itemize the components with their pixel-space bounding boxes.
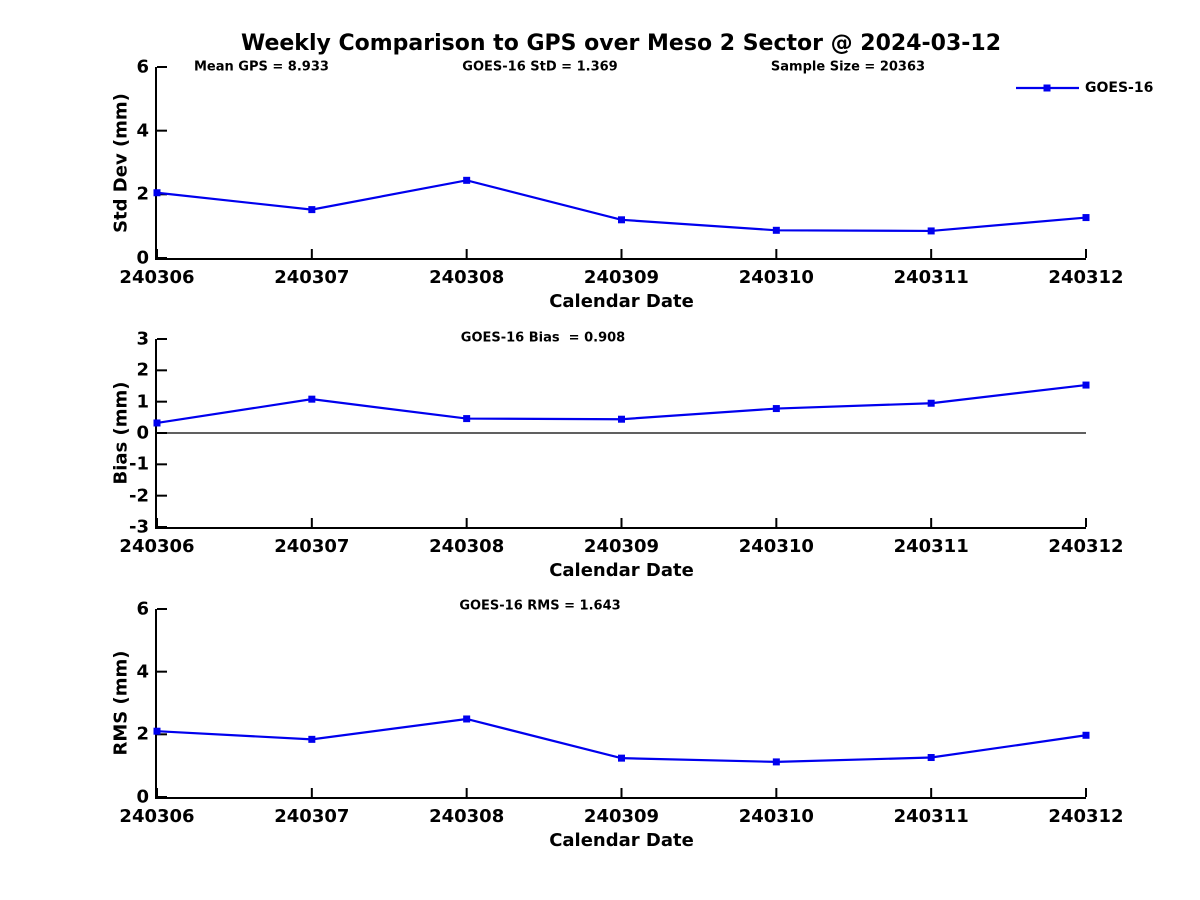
- x-tick-label: 240306: [119, 806, 195, 827]
- y-tick-label: 4: [136, 120, 149, 142]
- stddev-x-axis-label: Calendar Date: [549, 291, 694, 312]
- annotation-mean-gps: Mean GPS = 8.933: [194, 59, 329, 75]
- stddev-data-point-marker: [618, 216, 625, 224]
- x-tick-label: 240307: [274, 806, 350, 827]
- x-tick-label: 240312: [1048, 536, 1124, 557]
- x-tick-label: 240311: [893, 267, 969, 288]
- y-tick-label: -3: [129, 516, 149, 538]
- bias-data-point-marker: [463, 415, 471, 423]
- bias-data-point-marker: [927, 399, 935, 407]
- stddev-data-line: [156, 179, 1087, 233]
- stddev-data-point-marker: [463, 176, 471, 184]
- bias-data-point-marker: [308, 395, 316, 403]
- stddev-plot-canvas: [153, 66, 1090, 259]
- x-tick-label: 240310: [738, 806, 814, 827]
- stddev-data-point-marker: [1082, 214, 1090, 222]
- rms-data-point-marker: [1082, 731, 1090, 739]
- rms-data-point-marker: [927, 754, 935, 762]
- rms-plot-canvas: [153, 608, 1090, 798]
- x-tick-label: 240311: [893, 536, 969, 557]
- x-tick-label: 240307: [274, 536, 350, 557]
- y-tick-label: 1: [136, 391, 149, 413]
- stddev-data-point-marker: [772, 226, 780, 234]
- subplot-stddev: [153, 66, 1090, 260]
- legend-label: GOES-16: [1085, 80, 1154, 96]
- stddev-data-point-marker: [308, 206, 316, 214]
- x-tick-label: 240308: [429, 267, 505, 288]
- x-tick-label: 240312: [1048, 267, 1124, 288]
- x-tick-label: 240310: [738, 267, 814, 288]
- x-tick-label: 240306: [119, 267, 195, 288]
- x-tick-label: 240306: [119, 536, 195, 557]
- rms-data-point-marker: [308, 735, 316, 743]
- x-tick-label: 240307: [274, 267, 350, 288]
- x-tick-label: 240308: [429, 806, 505, 827]
- rms-x-axis-label: Calendar Date: [549, 830, 694, 851]
- y-tick-label: 6: [136, 56, 149, 78]
- rms-data-point-marker: [772, 758, 780, 766]
- rms-data-point-marker: [153, 727, 161, 735]
- chart-title: Weekly Comparison to GPS over Meso 2 Sec…: [240, 31, 1002, 56]
- annotation-goes16-std: GOES-16 StD = 1.369: [462, 59, 618, 75]
- y-tick-label: 0: [136, 786, 149, 808]
- y-tick-label: 2: [136, 183, 149, 205]
- bias-y-axis-label: Bias (mm): [110, 381, 132, 485]
- bias-data-point-marker: [1082, 381, 1090, 389]
- subplot-rms: [153, 608, 1090, 799]
- y-tick-label: 0: [136, 247, 149, 269]
- y-tick-label: -2: [129, 485, 149, 507]
- y-tick-label: 2: [136, 723, 149, 745]
- rms-data-point-marker: [463, 715, 471, 723]
- x-tick-label: 240309: [583, 536, 660, 557]
- rms-y-axis-label: RMS (mm): [110, 650, 132, 756]
- bias-x-axis-label: Calendar Date: [549, 560, 694, 581]
- bias-data-point-marker: [618, 415, 625, 423]
- legend-line-icon: [1016, 84, 1079, 92]
- bias-data-point-marker: [153, 419, 161, 427]
- y-tick-label: -1: [129, 453, 149, 475]
- x-tick-label: 240311: [893, 806, 969, 827]
- y-tick-label: 3: [136, 328, 149, 350]
- y-tick-label: 0: [136, 422, 149, 444]
- annotation-goes16-bias: GOES-16 Bias = 0.908: [460, 330, 626, 346]
- y-tick-label: 4: [136, 661, 149, 683]
- annotation-goes16-rms: GOES-16 RMS = 1.643: [459, 598, 621, 614]
- x-tick-label: 240309: [583, 267, 660, 288]
- y-tick-label: 2: [136, 359, 149, 381]
- bias-plot-canvas: [153, 338, 1090, 528]
- x-tick-label: 240310: [738, 536, 814, 557]
- y-tick-label: 6: [136, 598, 149, 620]
- annotation-sample-size: Sample Size = 20363: [770, 59, 926, 75]
- stddev-data-point-marker: [927, 227, 935, 235]
- x-tick-label: 240312: [1048, 806, 1124, 827]
- x-tick-label: 240309: [583, 806, 660, 827]
- stddev-data-point-marker: [153, 189, 161, 197]
- rms-data-point-marker: [618, 754, 625, 762]
- x-tick-label: 240308: [429, 536, 505, 557]
- subplot-bias: [153, 338, 1090, 529]
- stddev-y-axis-label: Std Dev (mm): [110, 92, 132, 233]
- bias-data-point-marker: [772, 405, 780, 413]
